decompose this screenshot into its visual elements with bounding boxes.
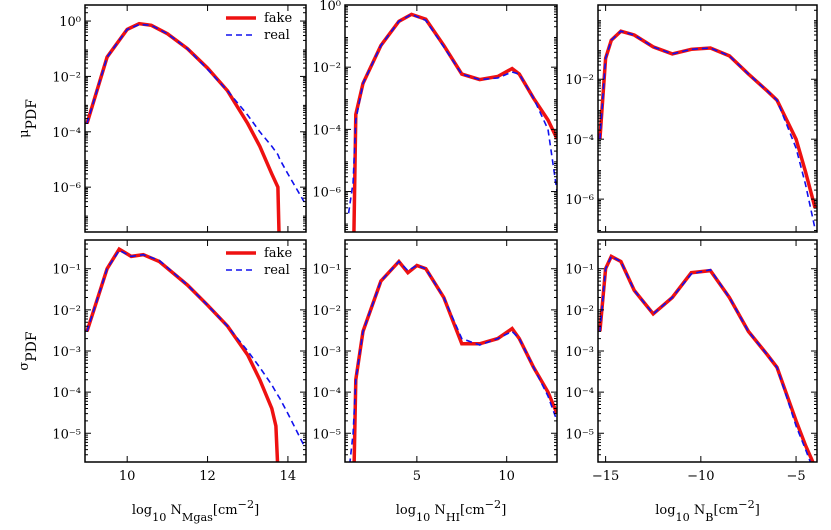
y-tick-label: 10⁻² bbox=[312, 61, 341, 76]
series-line bbox=[85, 21, 281, 232]
x-axis-label: log10 NB[cm−2] bbox=[655, 498, 760, 524]
label-part: Mgas bbox=[182, 511, 213, 524]
legend-label: fake bbox=[264, 11, 292, 26]
y-axis-label: μPDF bbox=[17, 99, 40, 138]
label-part: B bbox=[705, 511, 713, 524]
label-part: μ bbox=[17, 129, 32, 137]
label-part: 10 bbox=[416, 511, 430, 524]
label-part: −2 bbox=[738, 498, 755, 511]
y-axis-label: σPDF bbox=[17, 331, 40, 371]
label-part: PDF bbox=[24, 331, 40, 362]
label-part: log bbox=[132, 503, 152, 518]
y-tick-label: 10⁻⁶ bbox=[52, 181, 81, 196]
y-tick-label: 10⁻² bbox=[565, 73, 594, 88]
y-tick-label: 10⁻³ bbox=[565, 345, 594, 360]
legend-label: fake bbox=[264, 246, 292, 261]
x-tick-label: 14 bbox=[280, 469, 297, 484]
label-part: ] bbox=[501, 503, 506, 518]
label-part: 10 bbox=[676, 511, 690, 524]
x-tick-label: 10 bbox=[498, 469, 515, 484]
legend-label: real bbox=[264, 263, 290, 278]
y-tick-label: 10⁻⁶ bbox=[312, 186, 341, 201]
y-tick-label: 10⁻¹ bbox=[565, 263, 594, 278]
label-part: [cm bbox=[213, 503, 238, 518]
y-tick-label: 10⁻⁴ bbox=[52, 126, 81, 141]
axes-frame bbox=[344, 4, 558, 233]
label-part: [cm bbox=[714, 503, 739, 518]
label-part: ] bbox=[254, 503, 259, 518]
label-part: N bbox=[430, 503, 446, 518]
y-tick-label: 10⁻⁵ bbox=[565, 427, 594, 442]
label-part: N bbox=[166, 503, 182, 518]
x-axis-label: log10 NMgas[cm−2] bbox=[132, 498, 259, 524]
y-tick-label: 10⁻⁵ bbox=[312, 427, 341, 442]
series-line bbox=[352, 12, 557, 232]
series-line bbox=[598, 29, 817, 209]
label-part: ] bbox=[755, 503, 760, 518]
y-tick-label: 10⁻² bbox=[52, 304, 81, 319]
x-tick-label: 12 bbox=[199, 469, 216, 484]
label-part: HI bbox=[446, 511, 460, 524]
legend-label: real bbox=[264, 28, 290, 43]
y-tick-label: 10⁻⁴ bbox=[52, 386, 81, 401]
y-tick-label: 10⁰ bbox=[59, 15, 81, 30]
series-line bbox=[86, 23, 305, 203]
y-tick-label: 10⁻⁴ bbox=[565, 133, 594, 148]
label-part: 10 bbox=[152, 511, 166, 524]
label-part: −2 bbox=[485, 498, 502, 511]
y-tick-label: 10⁻⁴ bbox=[312, 386, 341, 401]
label-part: [cm bbox=[460, 503, 485, 518]
y-tick-label: 10⁻² bbox=[565, 304, 594, 319]
label-part: N bbox=[690, 503, 706, 518]
series-line bbox=[347, 13, 557, 214]
series-line bbox=[598, 253, 815, 462]
series-line bbox=[86, 249, 305, 446]
series-line bbox=[85, 246, 280, 462]
y-tick-label: 10⁻⁵ bbox=[52, 427, 81, 442]
x-tick-label: 10 bbox=[119, 469, 136, 484]
x-axis-label: log10 NHI[cm−2] bbox=[396, 498, 507, 524]
y-tick-label: 10⁻² bbox=[312, 304, 341, 319]
y-tick-label: 10⁻³ bbox=[52, 345, 81, 360]
y-tick-label: 10⁻⁴ bbox=[565, 386, 594, 401]
y-tick-label: 10⁻² bbox=[52, 70, 81, 85]
x-tick-label: −15 bbox=[592, 469, 619, 484]
x-tick-label: 5 bbox=[413, 469, 421, 484]
y-tick-label: 10⁻⁶ bbox=[565, 193, 594, 208]
series-line bbox=[349, 260, 557, 462]
series-line bbox=[352, 258, 557, 462]
label-part: −2 bbox=[238, 498, 255, 511]
y-tick-label: 10⁰ bbox=[319, 0, 341, 14]
y-tick-label: 10⁻³ bbox=[312, 345, 341, 360]
series-line bbox=[599, 255, 812, 462]
x-tick-label: −10 bbox=[687, 469, 714, 484]
y-tick-label: 10⁻⁴ bbox=[312, 123, 341, 138]
x-tick-label: −5 bbox=[786, 469, 805, 484]
label-part: PDF bbox=[24, 99, 40, 130]
y-tick-label: 10⁻¹ bbox=[52, 263, 81, 278]
series-line bbox=[599, 30, 816, 230]
label-part: log bbox=[396, 503, 416, 518]
y-tick-label: 10⁻¹ bbox=[312, 263, 341, 278]
label-part: σ bbox=[17, 362, 32, 371]
axes-frame bbox=[597, 239, 818, 463]
label-part: log bbox=[655, 503, 675, 518]
